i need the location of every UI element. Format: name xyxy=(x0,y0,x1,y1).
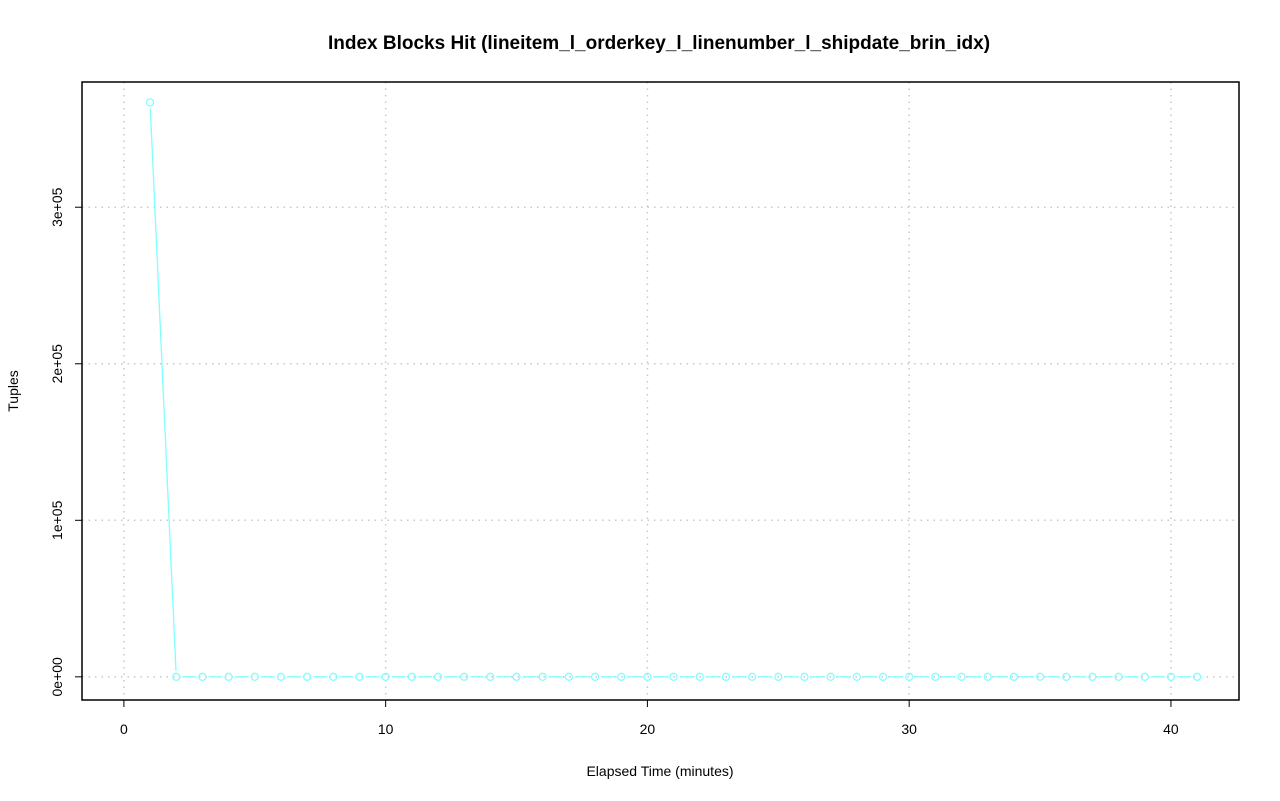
data-point xyxy=(172,672,181,681)
data-point xyxy=(721,672,731,681)
data-point xyxy=(1088,672,1097,681)
series-line-segment xyxy=(149,108,177,671)
data-point xyxy=(590,672,600,681)
data-point xyxy=(433,672,443,681)
x-tick-label: 20 xyxy=(640,721,656,737)
data-point xyxy=(1035,672,1045,681)
data-point xyxy=(957,672,966,681)
y-axis-label: Tuples xyxy=(5,370,21,412)
y-tick-label: 1e+05 xyxy=(49,500,65,540)
data-point xyxy=(355,672,364,681)
data-point xyxy=(774,672,783,681)
data-point xyxy=(1009,672,1019,681)
y-tick-label: 0e+00 xyxy=(49,657,65,697)
grid xyxy=(82,82,1239,700)
data-point xyxy=(198,672,207,681)
y-axis: 0e+00 1e+05 2e+05 3e+05 xyxy=(49,187,83,697)
data-point xyxy=(643,672,652,681)
data-point xyxy=(617,672,626,681)
data-point xyxy=(512,672,521,681)
data-point xyxy=(695,672,704,681)
x-tick-label: 40 xyxy=(1163,721,1179,737)
data-point xyxy=(983,672,992,681)
data-point xyxy=(538,672,547,681)
data-point xyxy=(381,672,390,681)
data-point xyxy=(564,672,574,681)
x-axis: 0 10 20 30 40 xyxy=(120,699,1179,737)
data-point xyxy=(460,672,469,681)
plot-area-frame xyxy=(81,81,1240,701)
data-point xyxy=(276,672,286,681)
data-point xyxy=(905,672,914,681)
data-point xyxy=(250,672,259,681)
data-point xyxy=(1062,672,1071,681)
data-point xyxy=(878,672,888,681)
series-layer xyxy=(145,98,1202,681)
data-point xyxy=(1166,672,1176,681)
x-tick-label: 30 xyxy=(901,721,917,737)
y-tick-label: 2e+05 xyxy=(49,344,65,384)
data-point xyxy=(224,672,233,681)
data-point xyxy=(1140,672,1149,681)
data-point xyxy=(1192,672,1202,681)
data-point xyxy=(669,672,678,681)
data-point xyxy=(407,672,416,681)
data-point xyxy=(329,672,338,681)
data-point xyxy=(852,672,861,681)
data-point xyxy=(302,672,312,681)
data-point xyxy=(747,672,757,681)
data-point xyxy=(800,672,809,681)
data-point xyxy=(486,672,495,681)
x-axis-label: Elapsed Time (minutes) xyxy=(586,763,733,779)
x-tick-label: 0 xyxy=(120,721,128,737)
data-point xyxy=(931,672,940,681)
data-point xyxy=(145,98,155,107)
y-tick-label: 3e+05 xyxy=(49,187,65,227)
x-tick-label: 10 xyxy=(378,721,394,737)
data-point xyxy=(826,672,835,681)
chart-title: Index Blocks Hit (lineitem_l_orderkey_l_… xyxy=(328,33,990,54)
data-point xyxy=(1114,672,1123,681)
